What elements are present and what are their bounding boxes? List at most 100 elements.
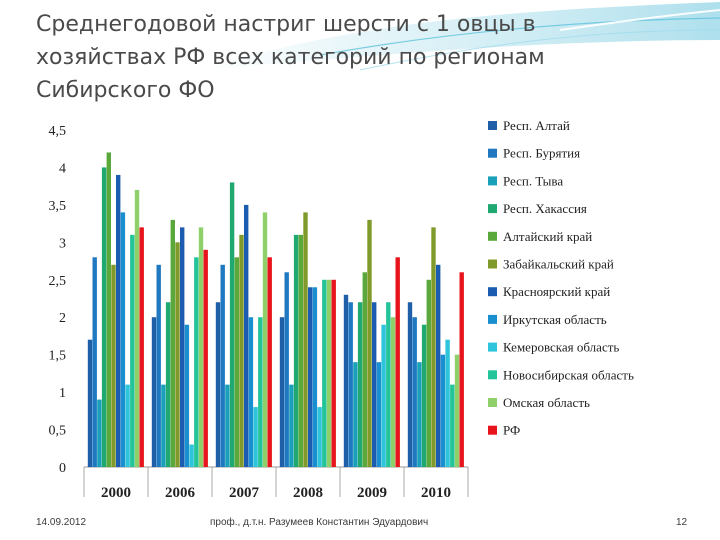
legend-label: Респ. Алтай	[503, 118, 570, 133]
bar	[284, 272, 289, 467]
bar	[106, 152, 111, 467]
legend-label: РФ	[503, 423, 520, 438]
bar	[426, 279, 431, 467]
legend-label: Алтайский край	[503, 229, 592, 244]
bar	[97, 399, 102, 467]
footer-page-number: 12	[676, 517, 688, 528]
y-tick-label: 2	[59, 311, 66, 326]
category-labels: 2000 2006 2007 2008 2009 2010	[83, 467, 469, 501]
footer-author: проф., д.т.н. Разумеев Константин Эдуард…	[210, 517, 429, 528]
bar	[161, 384, 166, 467]
slide-title: Среднегодовой настриг шерсти с 1 овцы в …	[36, 12, 545, 103]
y-tick-label: 0	[59, 461, 66, 476]
bar	[215, 302, 221, 467]
bar	[348, 302, 353, 467]
y-tick-label: 4,5	[49, 124, 67, 139]
bar	[331, 279, 336, 467]
y-tick-label: 1	[59, 386, 66, 401]
footer-date: 14.09.2012	[36, 517, 87, 528]
bar	[381, 324, 386, 467]
bar	[417, 362, 422, 467]
bar	[175, 242, 180, 467]
bar	[293, 234, 299, 467]
bar	[170, 219, 175, 467]
bar	[139, 227, 144, 467]
bar	[367, 219, 372, 467]
bar	[234, 257, 239, 467]
bar	[431, 227, 436, 467]
bar	[395, 257, 400, 467]
bar	[101, 167, 107, 467]
bar	[225, 384, 230, 467]
legend-label: Забайкальский край	[503, 257, 614, 272]
category-label: 2007	[229, 485, 260, 501]
bar	[445, 339, 450, 467]
chart-legend: Респ. Алтай Респ. Бурятия Респ. Тыва Респ. …	[488, 118, 634, 438]
bar	[298, 234, 303, 467]
bar	[92, 257, 97, 467]
bar	[180, 227, 185, 467]
bar	[244, 204, 249, 467]
bar	[357, 302, 363, 467]
bar	[156, 264, 161, 467]
bar-chart: 00,511,522,533,544,5 2000 2006 2007 2008 200…	[49, 118, 634, 501]
decorative-swoosh	[200, 2, 720, 71]
legend-swatch	[488, 425, 497, 435]
y-tick-label: 0,5	[49, 424, 67, 439]
legend-label: Респ. Бурятия	[503, 146, 580, 161]
bar	[279, 317, 285, 467]
legend-swatch	[488, 398, 497, 407]
legend-swatch	[488, 259, 497, 269]
legend-swatch	[488, 314, 497, 324]
bar	[267, 257, 272, 467]
bar	[253, 407, 258, 467]
bar	[198, 227, 204, 467]
legend-swatch	[488, 121, 497, 130]
bar	[194, 257, 199, 467]
bar	[134, 189, 140, 467]
bar	[229, 182, 235, 468]
bar	[120, 212, 126, 467]
bar	[317, 407, 322, 467]
y-tick-label: 1,5	[49, 349, 67, 364]
bar	[165, 302, 171, 467]
legend-label: Иркутская область	[503, 312, 607, 327]
legend-label: Респ. Тыва	[503, 173, 563, 188]
category-label: 2008	[293, 485, 323, 501]
bar	[151, 317, 157, 467]
legend-swatch	[488, 287, 497, 297]
y-tick-label: 3	[59, 236, 66, 251]
bar	[386, 302, 391, 467]
bar	[289, 384, 294, 467]
bar	[376, 362, 382, 467]
category-label: 2006	[165, 485, 196, 501]
category-label: 2009	[357, 485, 387, 501]
bar	[125, 384, 130, 467]
bar	[322, 279, 327, 467]
bar	[303, 212, 308, 467]
legend-label: Респ. Хакассия	[503, 201, 587, 216]
legend-label: Новосибирская область	[503, 367, 634, 382]
bar	[258, 317, 263, 467]
bar	[203, 249, 208, 467]
bar	[454, 354, 460, 467]
bar	[407, 302, 413, 467]
legend-label: Кемеровская область	[503, 340, 619, 355]
legend-label: Красноярский край	[503, 284, 610, 299]
bar	[459, 272, 464, 467]
bar	[111, 264, 116, 467]
bar	[343, 294, 349, 467]
bars-layer	[87, 152, 464, 468]
bar	[184, 324, 190, 467]
bar	[440, 354, 446, 467]
y-tick-label: 4	[59, 161, 66, 176]
bar	[353, 362, 358, 467]
bar	[262, 212, 268, 467]
bar	[390, 317, 396, 467]
legend-swatch	[488, 176, 497, 186]
legend-swatch	[488, 148, 497, 158]
bar	[116, 174, 121, 467]
legend-label: Омская область	[503, 395, 590, 410]
bar	[248, 317, 254, 467]
